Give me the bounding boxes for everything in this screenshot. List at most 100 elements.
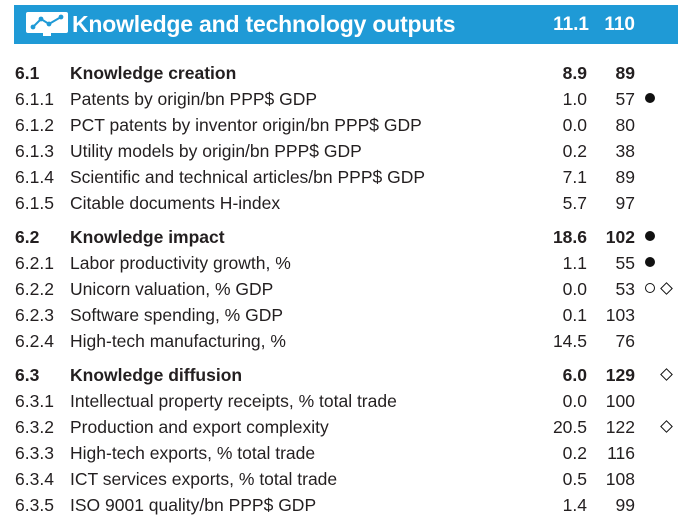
pillar-rank: 110 xyxy=(604,14,635,35)
strength-filled-circle-icon xyxy=(645,231,655,242)
indicator-row-code: 6.3.1 xyxy=(15,391,54,411)
indicator-row-code: 6.3.3 xyxy=(15,443,54,463)
indicator-row: 6.3.3 High-tech exports, % total trade 0.2… xyxy=(0,440,690,466)
indicator-mark xyxy=(642,86,658,112)
indicator-mark xyxy=(642,224,658,250)
indicator-row-label: Scientific and technical articles/bn PPP… xyxy=(70,167,426,187)
indicator-row-score: 0.0 xyxy=(562,391,587,411)
strength-filled-circle-icon xyxy=(645,93,655,104)
indicator-row-rank: 99 xyxy=(615,495,635,515)
indicator-row: 6.2.1 Labor productivity growth, % 1.1 55 xyxy=(0,250,690,276)
indicator-row: 6.1.3 Utility models by origin/bn PPP$ GD… xyxy=(0,138,690,164)
indicator-row-score: 7.1 xyxy=(562,167,587,187)
pillar-header: Knowledge and technology outputs 11.1 11… xyxy=(14,5,678,44)
indicator-mark xyxy=(642,250,658,276)
sub-pillar-row-score: 18.6 xyxy=(552,227,587,247)
indicator-mark xyxy=(642,276,658,302)
indicator-row: 6.3.5 ISO 9001 quality/bn PPP$ GDP 1.4 99 xyxy=(0,492,690,518)
diamond-icon xyxy=(659,419,673,433)
diamond-icon xyxy=(659,281,673,295)
strength-filled-circle-icon xyxy=(645,257,655,268)
section-divider xyxy=(0,354,690,362)
indicator-row-code: 6.3.2 xyxy=(15,417,54,437)
indicator-row-code: 6.1.2 xyxy=(15,115,54,135)
indicator-row-code: 6.2.1 xyxy=(15,253,54,273)
indicator-row-code: 6.3.5 xyxy=(15,495,54,515)
indicator-row-code: 6.3.4 xyxy=(15,469,54,489)
sub-pillar-row-score: 6.0 xyxy=(562,365,587,385)
indicator-row-code: 6.1.3 xyxy=(15,141,54,161)
indicator-row-score: 14.5 xyxy=(552,331,587,351)
empty-circle-icon xyxy=(645,283,655,294)
indicator-row-rank: 108 xyxy=(605,469,635,489)
indicator-row: 6.2.4 High-tech manufacturing, % 14.5 76 xyxy=(0,328,690,354)
indicator-row-score: 20.5 xyxy=(552,417,587,437)
indicator-row: 6.1.5 Citable documents H-index 5.7 97 xyxy=(0,190,690,216)
indicator-row-score: 0.0 xyxy=(562,115,587,135)
computer-network-icon xyxy=(26,12,68,36)
indicator-mark xyxy=(658,276,674,302)
indicator-row-rank: 55 xyxy=(615,253,635,273)
indicator-row-label: ISO 9001 quality/bn PPP$ GDP xyxy=(70,495,317,515)
sub-pillar-row-score: 8.9 xyxy=(562,63,587,83)
indicator-row: 6.1.1 Patents by origin/bn PPP$ GDP 1.0 57 xyxy=(0,86,690,112)
indicator-row: 6.2.2 Unicorn valuation, % GDP 0.0 53 xyxy=(0,276,690,302)
indicator-row-rank: 38 xyxy=(615,141,635,161)
sub-pillar-row: 6.3 Knowledge diffusion 6.0 129 xyxy=(0,362,690,388)
indicator-row-label: Software spending, % GDP xyxy=(70,305,284,325)
sub-pillar-row: 6.1 Knowledge creation 8.9 89 xyxy=(0,60,690,86)
sub-pillar-row-code: 6.1 xyxy=(15,63,40,83)
indicator-row-score: 1.4 xyxy=(562,495,587,515)
indicator-row-label: Citable documents H-index xyxy=(70,193,281,213)
indicator-row-rank: 89 xyxy=(615,167,635,187)
sub-pillar-row-label: Knowledge impact xyxy=(70,227,225,247)
indicator-row-score: 1.1 xyxy=(562,253,587,273)
indicator-row-rank: 97 xyxy=(615,193,635,213)
indicator-row: 6.1.4 Scientific and technical articles/b… xyxy=(0,164,690,190)
indicator-row-code: 6.1.4 xyxy=(15,167,54,187)
sub-pillar-row-rank: 129 xyxy=(605,365,635,385)
indicator-row-label: ICT services exports, % total trade xyxy=(70,469,338,489)
indicator-row-score: 0.5 xyxy=(562,469,587,489)
indicator-row-label: High-tech manufacturing, % xyxy=(70,331,286,351)
indicator-table: 6.1 Knowledge creation 8.9 89 6.1.1 Patents b… xyxy=(0,60,690,518)
sub-pillar-row-rank: 102 xyxy=(605,227,635,247)
sub-pillar-row-label: Knowledge diffusion xyxy=(70,365,243,385)
indicator-row-label: Unicorn valuation, % GDP xyxy=(70,279,274,299)
sub-pillar-row: 6.2 Knowledge impact 18.6 102 xyxy=(0,224,690,250)
indicator-row-label: Labor productivity growth, % xyxy=(70,253,291,273)
sub-pillar-row-rank: 89 xyxy=(615,63,635,83)
indicator-row: 6.3.1 Intellectual property receipts, % t… xyxy=(0,388,690,414)
indicator-row: 6.1.2 PCT patents by inventor origin/bn P… xyxy=(0,112,690,138)
indicator-row-label: Intellectual property receipts, % total … xyxy=(70,391,397,411)
indicator-row-code: 6.1.5 xyxy=(15,193,54,213)
indicator-row-score: 0.2 xyxy=(562,141,587,161)
indicator-row-rank: 122 xyxy=(605,417,635,437)
indicator-row-rank: 100 xyxy=(605,391,635,411)
indicator-row-code: 6.1.1 xyxy=(15,89,54,109)
indicator-row-label: Patents by origin/bn PPP$ GDP xyxy=(70,89,318,109)
sub-pillar-row-code: 6.2 xyxy=(15,227,40,247)
indicator-row-rank: 80 xyxy=(615,115,635,135)
diamond-icon xyxy=(659,367,673,381)
indicator-mark xyxy=(658,362,674,388)
indicator-row-score: 1.0 xyxy=(562,89,587,109)
indicator-row-rank: 57 xyxy=(615,89,635,109)
indicator-row-score: 5.7 xyxy=(562,193,587,213)
indicator-row-code: 6.2.2 xyxy=(15,279,54,299)
section-divider xyxy=(0,216,690,224)
indicator-row-rank: 116 xyxy=(607,443,635,463)
indicator-row-code: 6.2.4 xyxy=(15,331,54,351)
indicator-row-score: 0.0 xyxy=(562,279,587,299)
indicator-row-label: Production and export complexity xyxy=(70,417,329,437)
indicator-row: 6.2.3 Software spending, % GDP 0.1 103 xyxy=(0,302,690,328)
indicator-row-score: 0.2 xyxy=(562,443,587,463)
indicator-row-rank: 53 xyxy=(615,279,635,299)
pillar-title: Knowledge and technology outputs xyxy=(72,11,456,37)
pillar-score: 11.1 xyxy=(553,14,589,35)
indicator-row-label: Utility models by origin/bn PPP$ GDP xyxy=(70,141,362,161)
indicator-row-label: High-tech exports, % total trade xyxy=(70,443,316,463)
sub-pillar-row-code: 6.3 xyxy=(15,365,40,385)
indicator-row-label: PCT patents by inventor origin/bn PPP$ G… xyxy=(70,115,422,135)
indicator-row-rank: 103 xyxy=(605,305,635,325)
